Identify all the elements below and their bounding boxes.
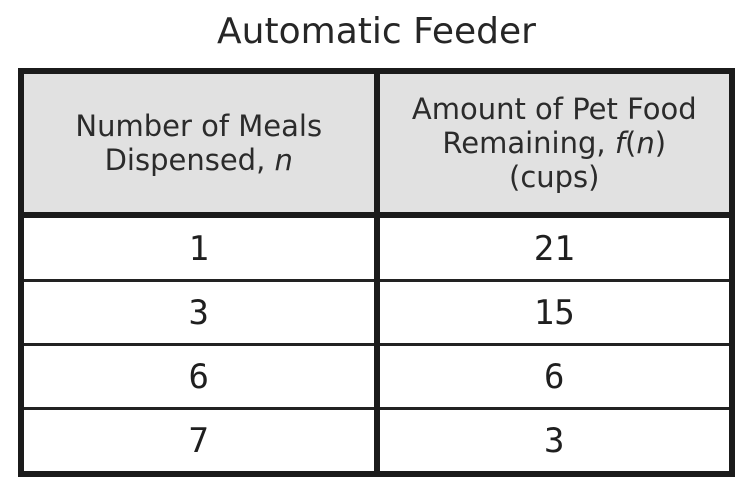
cell-n: 1 bbox=[188, 228, 209, 269]
header-line: Dispensed, bbox=[104, 143, 275, 177]
table-body: 1 21 3 15 6 6 7 3 bbox=[21, 215, 732, 474]
cell-fn: 6 bbox=[373, 343, 732, 409]
col-header-meals-dispensed: Number of Meals Dispensed, n bbox=[21, 71, 377, 218]
header-line: Number of Meals bbox=[75, 109, 323, 143]
cell-fn: 15 bbox=[373, 279, 732, 345]
col-header-food-remaining: Amount of Pet Food Remaining, f(n) (cups… bbox=[373, 71, 732, 218]
paren-close: ) bbox=[654, 126, 667, 160]
variable-f: f bbox=[614, 126, 626, 160]
data-table: Number of Meals Dispensed, n Amount of P… bbox=[18, 68, 735, 477]
table-header: Number of Meals Dispensed, n Amount of P… bbox=[21, 71, 732, 218]
cell-fn: 21 bbox=[373, 215, 732, 281]
table-row: 1 21 bbox=[21, 215, 732, 281]
header-units: (cups) bbox=[509, 160, 600, 194]
variable-n: n bbox=[274, 143, 293, 177]
table-row: 6 6 bbox=[21, 343, 732, 409]
table-row: 3 15 bbox=[21, 279, 732, 345]
cell-fn: 3 bbox=[373, 407, 732, 474]
cell-n: 3 bbox=[21, 279, 377, 345]
cell-n: 6 bbox=[21, 343, 377, 409]
variable-n: n bbox=[636, 126, 655, 160]
cell-n: 7 bbox=[21, 407, 377, 474]
paren-open: ( bbox=[625, 126, 637, 160]
header-row: Number of Meals Dispensed, n Amount of P… bbox=[21, 71, 732, 218]
header-line: Remaining, bbox=[442, 126, 615, 160]
table-row: 7 3 bbox=[21, 407, 732, 474]
figure-title: Automatic Feeder bbox=[217, 11, 536, 52]
header-line: Amount of Pet Food bbox=[411, 92, 697, 126]
